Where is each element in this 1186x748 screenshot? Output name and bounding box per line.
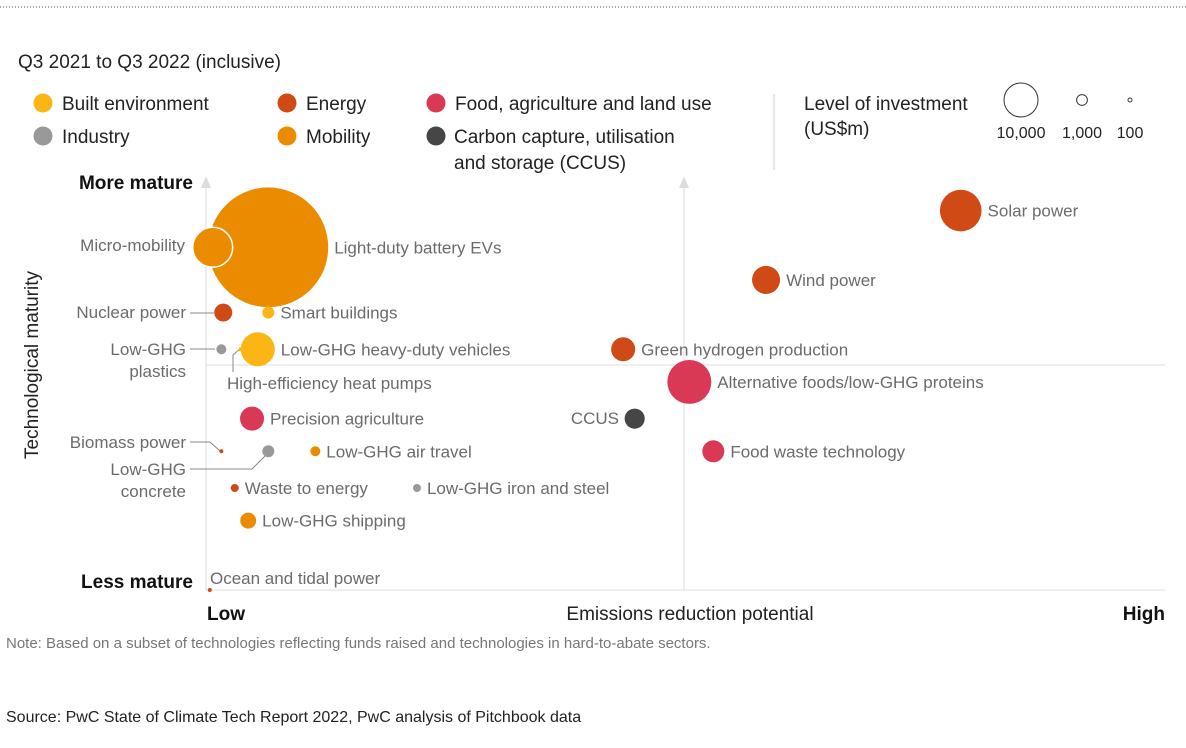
x-low-label: Low [207,604,245,625]
bubble-low-ghg-heavy-duty-vehicles [240,332,275,367]
legend-item-mobility: Mobility [277,126,371,148]
legend-swatch-mobility [277,126,297,146]
label-low-ghg-shipping: Low-GHG shipping [262,512,406,531]
legend-label-ccus: Carbon capture, utilisation [454,127,675,148]
label-nuclear-power: Nuclear power [76,303,186,322]
size-legend-circle-2 [1127,97,1133,103]
bubble-food-waste-technology [702,440,725,463]
legend-label-food: Food, agriculture and land use [455,94,712,115]
x-high-label: High [1123,604,1165,625]
legend-label-mobility: Mobility [306,127,371,148]
y-low-label: Less mature [81,572,193,593]
x-axis-title: Emissions reduction potential [566,604,813,625]
legend-label-energy: Energy [306,94,367,115]
label-low-ghg-concrete: Low-GHG [110,460,186,479]
size-legend-label-0: 10,000 [997,125,1046,142]
legend-item-built: Built environment [33,93,210,115]
bubble-biomass-power [219,449,224,454]
chart-note: Note: Based on a subset of technologies … [6,635,711,652]
leader-biomass-power [190,441,221,452]
size-legend: Level of investment (US$m) 10,000 1,000 10… [804,82,1144,142]
label-micro-mobility: Micro-mobility [80,236,185,255]
legend-item-food: Food, agriculture and land use [426,93,712,115]
legend-swatch-energy [277,93,297,113]
label-food-waste-technology: Food waste technology [730,442,905,461]
label-ccus: CCUS [571,409,619,428]
bubble-nuclear-power [214,303,233,322]
bubble-low-ghg-plastics [216,344,227,355]
legend-swatch-built [33,93,53,113]
legend-label-ccus: and storage (CCUS) [454,153,626,174]
size-legend-title-1: Level of investment [804,94,968,115]
label-light-duty-battery-evs: Light-duty battery EVs [334,238,501,257]
bubble-wind-power [752,265,781,294]
label-high-efficiency-heat-pumps: High-efficiency heat pumps [227,374,432,393]
legend-swatch-food [426,93,446,113]
category-legend: Built environment Energy Food, agriculture… [33,93,712,174]
label-wind-power: Wind power [786,271,876,290]
label-ocean-and-tidal-power: Ocean and tidal power [210,569,380,588]
chart-source: Source: PwC State of Climate Tech Report… [6,709,581,726]
label-smart-buildings: Smart buildings [280,304,397,323]
bubble-ocean-and-tidal-power [207,587,212,593]
bubble-green-hydrogen-production [611,337,636,362]
label-low-ghg-plastics: Low-GHG [110,340,186,359]
bubble-smart-buildings [262,306,275,319]
leader-high-efficiency-heat-pumps [232,348,241,372]
legend-swatch-ccus [426,126,446,146]
legend-item-energy: Energy [277,93,367,115]
size-legend-label-2: 100 [1117,125,1144,142]
y-axis-title: Technological maturity [22,271,43,459]
size-legend-circle-0 [1003,82,1039,118]
y-high-label: More mature [79,173,193,194]
label-green-hydrogen-production: Green hydrogen production [641,340,848,359]
bubble-ccus [624,408,645,429]
bubble-low-ghg-shipping [240,512,257,529]
bubble-solar-power [939,189,982,232]
label-precision-agriculture: Precision agriculture [270,410,424,429]
axes: More mature Less mature Technological ma… [22,173,1165,625]
data-points [191,187,982,593]
bubble-alternative-foods-low-ghg-proteins [667,359,712,404]
label-waste-to-energy: Waste to energy [245,479,369,498]
label-low-ghg-iron-and-steel: Low-GHG iron and steel [427,479,609,498]
legend-label-industry: Industry [62,127,130,148]
legend-swatch-industry [33,126,53,146]
bubble-micro-mobility [191,226,234,269]
bubble-low-ghg-concrete [262,445,275,458]
bubble-waste-to-energy [230,484,239,492]
label-alternative-foods-low-ghg-proteins: Alternative foods/low-GHG proteins [717,373,983,392]
mid-vertical-arrow [679,176,689,188]
bubble-precision-agriculture [240,406,265,431]
bubble-low-ghg-iron-and-steel [412,484,421,492]
legend-item-industry: Industry [33,126,130,148]
bubble-high-efficiency-heat-pumps [238,347,243,352]
label-low-ghg-air-travel: Low-GHG air travel [326,442,471,461]
leader-lines [190,312,266,470]
data-labels: Light-duty battery EVs Micro-mobility Sola… [70,202,1079,588]
legend-label-built: Built environment [62,94,210,115]
label-low-ghg-concrete: concrete [121,482,186,501]
size-legend-title-2: (US$m) [804,119,869,140]
size-legend-label-1: 1,000 [1062,125,1102,142]
bubble-low-ghg-air-travel [310,446,321,457]
label-biomass-power: Biomass power [70,433,187,452]
label-low-ghg-heavy-duty-vehicles: Low-GHG heavy-duty vehicles [281,340,511,359]
size-legend-circle-1 [1076,94,1088,106]
label-low-ghg-plastics: plastics [129,362,186,381]
y-axis-arrow [201,176,211,188]
leader-low-ghg-concrete [190,455,266,470]
legend-item-ccus: Carbon capture, utilisation and storage (… [426,126,675,174]
chart-subtitle: Q3 2021 to Q3 2022 (inclusive) [18,52,281,73]
bubble-light-duty-battery-evs [208,187,329,308]
label-solar-power: Solar power [988,202,1079,221]
